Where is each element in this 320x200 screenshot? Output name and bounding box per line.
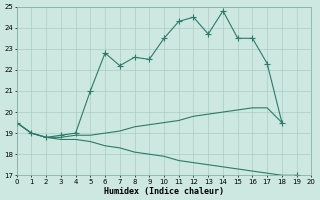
X-axis label: Humidex (Indice chaleur): Humidex (Indice chaleur) bbox=[104, 187, 224, 196]
